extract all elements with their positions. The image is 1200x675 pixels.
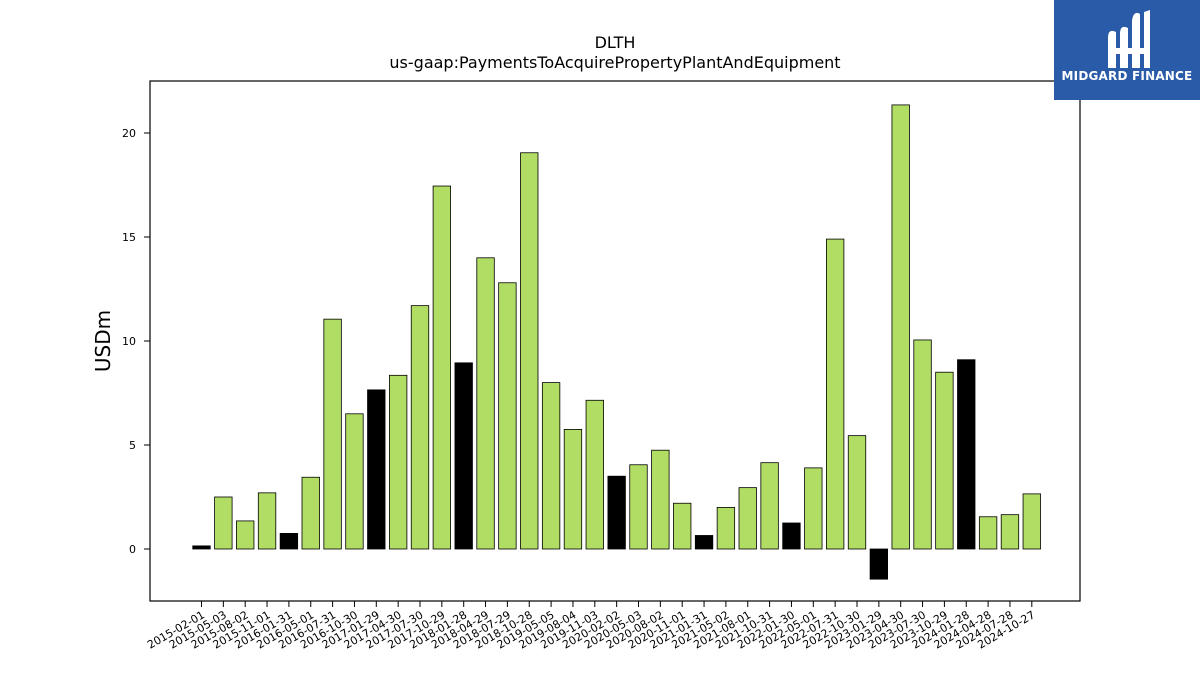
bar-2015-11-01 [257, 492, 277, 550]
bar-2018-01-28 [454, 362, 473, 550]
chart-subtitle: us-gaap:PaymentsToAcquirePropertyPlantAn… [389, 53, 840, 72]
bar-2023-10-29 [935, 371, 954, 550]
bar-2016-01-31 [279, 533, 299, 550]
bar-2021-01-31 [694, 535, 714, 550]
bar-2019-08-04 [563, 428, 583, 550]
bar-2024-01-28 [957, 359, 976, 550]
bar-2018-07-29 [498, 282, 517, 550]
bar-2024-10-27 [1022, 493, 1041, 550]
bar-2016-07-31 [323, 318, 342, 550]
bar-2020-11-01 [673, 502, 692, 550]
logo-mark-icon [1108, 10, 1150, 68]
bar-2022-01-30 [782, 522, 801, 550]
y-tick-label-10: 10 [122, 335, 136, 348]
bar-2021-08-01 [738, 487, 757, 550]
bar-2015-08-02 [236, 520, 255, 550]
bar-2019-11-03 [585, 399, 604, 550]
bar-2022-10-30 [847, 435, 867, 550]
y-tick-label-5: 5 [129, 439, 136, 452]
bar-2015-05-03 [214, 496, 233, 550]
bar-2024-04-28 [978, 516, 998, 550]
chart-title: DLTH [595, 33, 636, 52]
bar-2016-10-30 [345, 413, 364, 550]
bar-2020-02-02 [607, 475, 626, 550]
bar-2016-05-01 [301, 476, 320, 550]
bar-2018-04-29 [476, 257, 495, 550]
bar-2017-07-30 [410, 305, 430, 550]
bar-2019-05-05 [541, 382, 561, 550]
bar-2017-10-29 [432, 185, 452, 550]
bar-2015-02-01 [192, 545, 211, 550]
midgard-finance-logo: MIDGARD FINANCE [1054, 0, 1200, 100]
bar-2023-04-30 [891, 104, 910, 550]
bar-2017-01-29 [367, 389, 386, 550]
bar-2024-07-28 [1000, 514, 1020, 550]
bar-2020-08-02 [651, 449, 670, 550]
bar-2017-04-30 [388, 374, 408, 550]
bar-2022-07-31 [826, 238, 845, 550]
bar-2021-10-31 [760, 462, 779, 550]
bar-2018-10-28 [520, 152, 539, 550]
bar-2020-05-03 [629, 464, 648, 550]
y-tick-label-15: 15 [122, 231, 136, 244]
bar-2021-05-02 [716, 506, 736, 550]
logo-text: MIDGARD FINANCE [1061, 69, 1193, 83]
bar-2022-05-01 [804, 467, 823, 550]
y-tick-label-0: 0 [129, 543, 136, 556]
bar-2023-01-29 [869, 548, 888, 580]
y-axis-label: USDm [91, 310, 115, 372]
y-tick-label-20: 20 [122, 127, 136, 140]
bar-2023-07-30 [913, 339, 932, 550]
